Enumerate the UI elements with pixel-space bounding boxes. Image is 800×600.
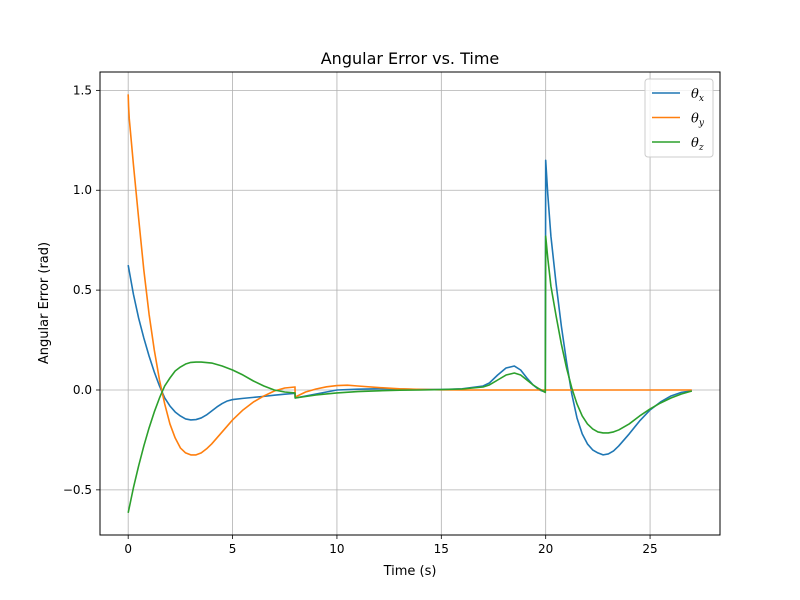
x-tick-label: 20 (538, 542, 553, 556)
ticks: 0 5 10 15 20 25 −0.5 0.0 0.5 1.0 1.5 (63, 83, 658, 556)
x-axis-label: Time (s) (383, 564, 437, 579)
y-tick-label: 0.5 (73, 283, 92, 297)
y-tick-label: 1.0 (73, 183, 92, 197)
axes-frame (99, 71, 721, 536)
x-tick-label: 10 (329, 542, 344, 556)
series-layer (127, 94, 693, 513)
y-axis-label: Angular Error (rad) (37, 242, 52, 364)
series-line-z (127, 235, 693, 513)
x-tick-label: 25 (642, 542, 657, 556)
legend-label-z: θz (691, 136, 704, 153)
legend-label-base: θ (691, 112, 699, 127)
legend-label-subscript: y (698, 119, 705, 129)
legend-label-base: θ (691, 87, 699, 102)
legend-label-subscript: z (698, 143, 704, 153)
y-tick-label: 0.0 (73, 383, 92, 397)
legend-label-subscript: x (699, 94, 704, 104)
legend-label-base: θ (691, 136, 699, 151)
x-tick-label: 0 (124, 542, 132, 556)
y-tick-label: 1.5 (73, 83, 92, 97)
legend-label-x: θx (691, 87, 704, 104)
x-tick-label: 5 (229, 542, 237, 556)
x-tick-label: 15 (434, 542, 449, 556)
grid (100, 72, 720, 535)
chart-title: Angular Error vs. Time (321, 49, 500, 68)
legend-label-y: θy (691, 112, 705, 129)
y-tick-label: −0.5 (63, 483, 92, 497)
